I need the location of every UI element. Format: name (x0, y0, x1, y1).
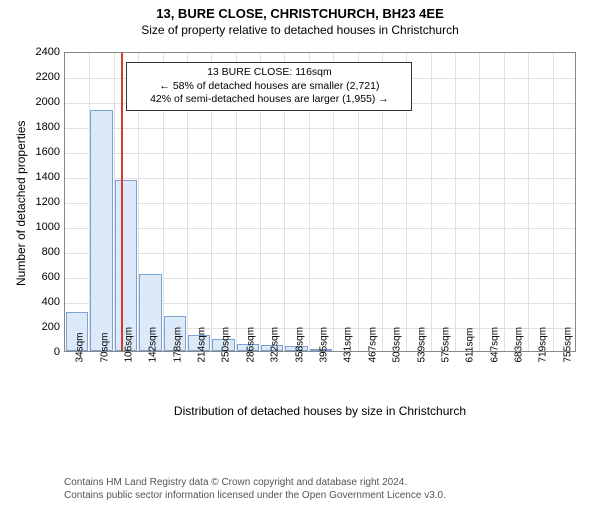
gridline-h (65, 153, 575, 154)
y-tick-label: 2200 (26, 71, 60, 83)
gridline-v (553, 53, 554, 351)
histogram-bar (90, 110, 112, 351)
gridline-h (65, 228, 575, 229)
y-tick-label: 1000 (26, 221, 60, 233)
gridline-h (65, 253, 575, 254)
attribution-text: Contains HM Land Registry data © Crown c… (64, 477, 446, 502)
y-tick-label: 0 (26, 346, 60, 358)
y-tick-label: 400 (26, 296, 60, 308)
plot-area: 13 BURE CLOSE: 116sqm← 58% of detached h… (64, 52, 576, 352)
y-tick-label: 1600 (26, 146, 60, 158)
attribution-line2: Contains public sector information licen… (64, 490, 446, 503)
gridline-h (65, 128, 575, 129)
y-tick-label: 1800 (26, 121, 60, 133)
page-title-line2: Size of property relative to detached ho… (0, 23, 600, 37)
gridline-h (65, 203, 575, 204)
reference-line (121, 53, 123, 351)
annotation-line3: 42% of semi-detached houses are larger (… (133, 93, 405, 107)
x-axis-label: Distribution of detached houses by size … (64, 404, 576, 418)
annotation-line1: 13 BURE CLOSE: 116sqm (133, 66, 405, 80)
y-tick-label: 1400 (26, 171, 60, 183)
histogram-bar (115, 180, 137, 351)
attribution-line1: Contains HM Land Registry data © Crown c… (64, 477, 446, 490)
y-tick-label: 2000 (26, 96, 60, 108)
gridline-v (455, 53, 456, 351)
page-title-line1: 13, BURE CLOSE, CHRISTCHURCH, BH23 4EE (0, 6, 600, 21)
y-tick-label: 600 (26, 271, 60, 283)
y-tick-label: 200 (26, 321, 60, 333)
gridline-v (431, 53, 432, 351)
y-tick-label: 1200 (26, 196, 60, 208)
gridline-v (479, 53, 480, 351)
annotation-box: 13 BURE CLOSE: 116sqm← 58% of detached h… (126, 62, 412, 111)
y-tick-label: 800 (26, 246, 60, 258)
annotation-line2: ← 58% of detached houses are smaller (2,… (133, 80, 405, 94)
gridline-h (65, 178, 575, 179)
gridline-v (504, 53, 505, 351)
gridline-v (528, 53, 529, 351)
y-tick-label: 2400 (26, 46, 60, 58)
histogram-chart: 13 BURE CLOSE: 116sqm← 58% of detached h… (0, 46, 600, 441)
